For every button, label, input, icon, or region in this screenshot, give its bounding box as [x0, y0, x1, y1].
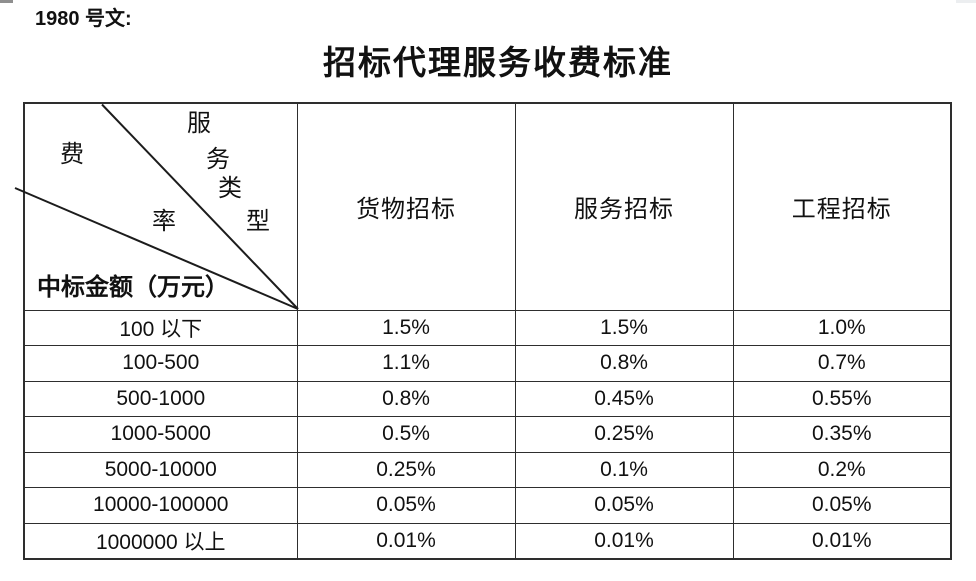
row-label-cell: 1000-5000 [23, 416, 298, 453]
screen-edge-artifact-right [956, 0, 976, 3]
row-label-cell: 100 以下 [23, 309, 298, 346]
table-row: 1000000 以上 0.01% 0.01% 0.01% [23, 522, 952, 559]
fee-value-cell: 0.05% [296, 487, 516, 524]
table-row: 5000-10000 0.25% 0.1% 0.2% [23, 451, 952, 488]
row-label-cell: 500-1000 [23, 380, 298, 417]
axis-service-type-char: 类 [218, 176, 242, 202]
fee-value-cell: 0.01% [514, 522, 734, 559]
axis-service-type-char: 型 [246, 209, 270, 235]
page-title: 招标代理服务收费标准 [323, 46, 673, 82]
row-label-cell: 100-500 [23, 345, 298, 382]
fee-value-cell: 0.01% [732, 522, 952, 559]
axis-service-type-char: 务 [206, 147, 230, 173]
table-row: 100 以下 1.5% 1.5% 1.0% [23, 309, 952, 346]
fee-value-cell: 0.2% [732, 451, 952, 488]
fee-value-cell: 0.8% [514, 345, 734, 382]
fee-value-cell: 0.1% [514, 451, 734, 488]
fee-value-cell: 0.45% [514, 380, 734, 417]
axis-service-type-char: 服 [187, 111, 211, 137]
screen-edge-artifact-left [0, 0, 13, 3]
doc-number: 1980 号文: [35, 8, 132, 30]
row-label-cell: 5000-10000 [23, 451, 298, 488]
table-row: 1000-5000 0.5% 0.25% 0.35% [23, 416, 952, 453]
fee-value-cell: 0.5% [296, 416, 516, 453]
fee-value-cell: 0.25% [514, 416, 734, 453]
fee-value-cell: 1.0% [732, 309, 952, 346]
fee-value-cell: 1.5% [296, 309, 516, 346]
column-header-cell: 服务招标 [514, 102, 734, 311]
row-label-cell: 1000000 以上 [23, 522, 298, 559]
axis-fee-rate-char: 率 [152, 209, 176, 235]
column-header-cell: 工程招标 [732, 102, 952, 311]
axis-fee-rate-char: 费 [60, 142, 84, 168]
fee-value-cell: 0.55% [732, 380, 952, 417]
fee-value-cell: 0.35% [732, 416, 952, 453]
table-row: 500-1000 0.8% 0.45% 0.55% [23, 380, 952, 417]
table-row: 10000-100000 0.05% 0.05% 0.05% [23, 487, 952, 524]
fee-value-cell: 0.05% [514, 487, 734, 524]
fee-value-cell: 0.05% [732, 487, 952, 524]
table-header-row: 服 务 类 型 费 率 中标金额（万元） 货物招标 服务招标 工程招标 [14, 102, 952, 311]
column-header-cell: 货物招标 [296, 102, 516, 311]
row-label-cell: 10000-100000 [23, 487, 298, 524]
axis-amount-label: 中标金额（万元） [37, 275, 229, 301]
fee-value-cell: 0.7% [732, 345, 952, 382]
fee-value-cell: 1.5% [514, 309, 734, 346]
fee-table: 服 务 类 型 费 率 中标金额（万元） 货物招标 服务招标 工程招标 100 … [14, 102, 952, 560]
fee-value-cell: 0.01% [296, 522, 516, 559]
fee-value-cell: 0.8% [296, 380, 516, 417]
table-row: 100-500 1.1% 0.8% 0.7% [23, 345, 952, 382]
corner-cell: 服 务 类 型 费 率 中标金额（万元） [14, 102, 299, 311]
fee-value-cell: 0.25% [296, 451, 516, 488]
fee-value-cell: 1.1% [296, 345, 516, 382]
